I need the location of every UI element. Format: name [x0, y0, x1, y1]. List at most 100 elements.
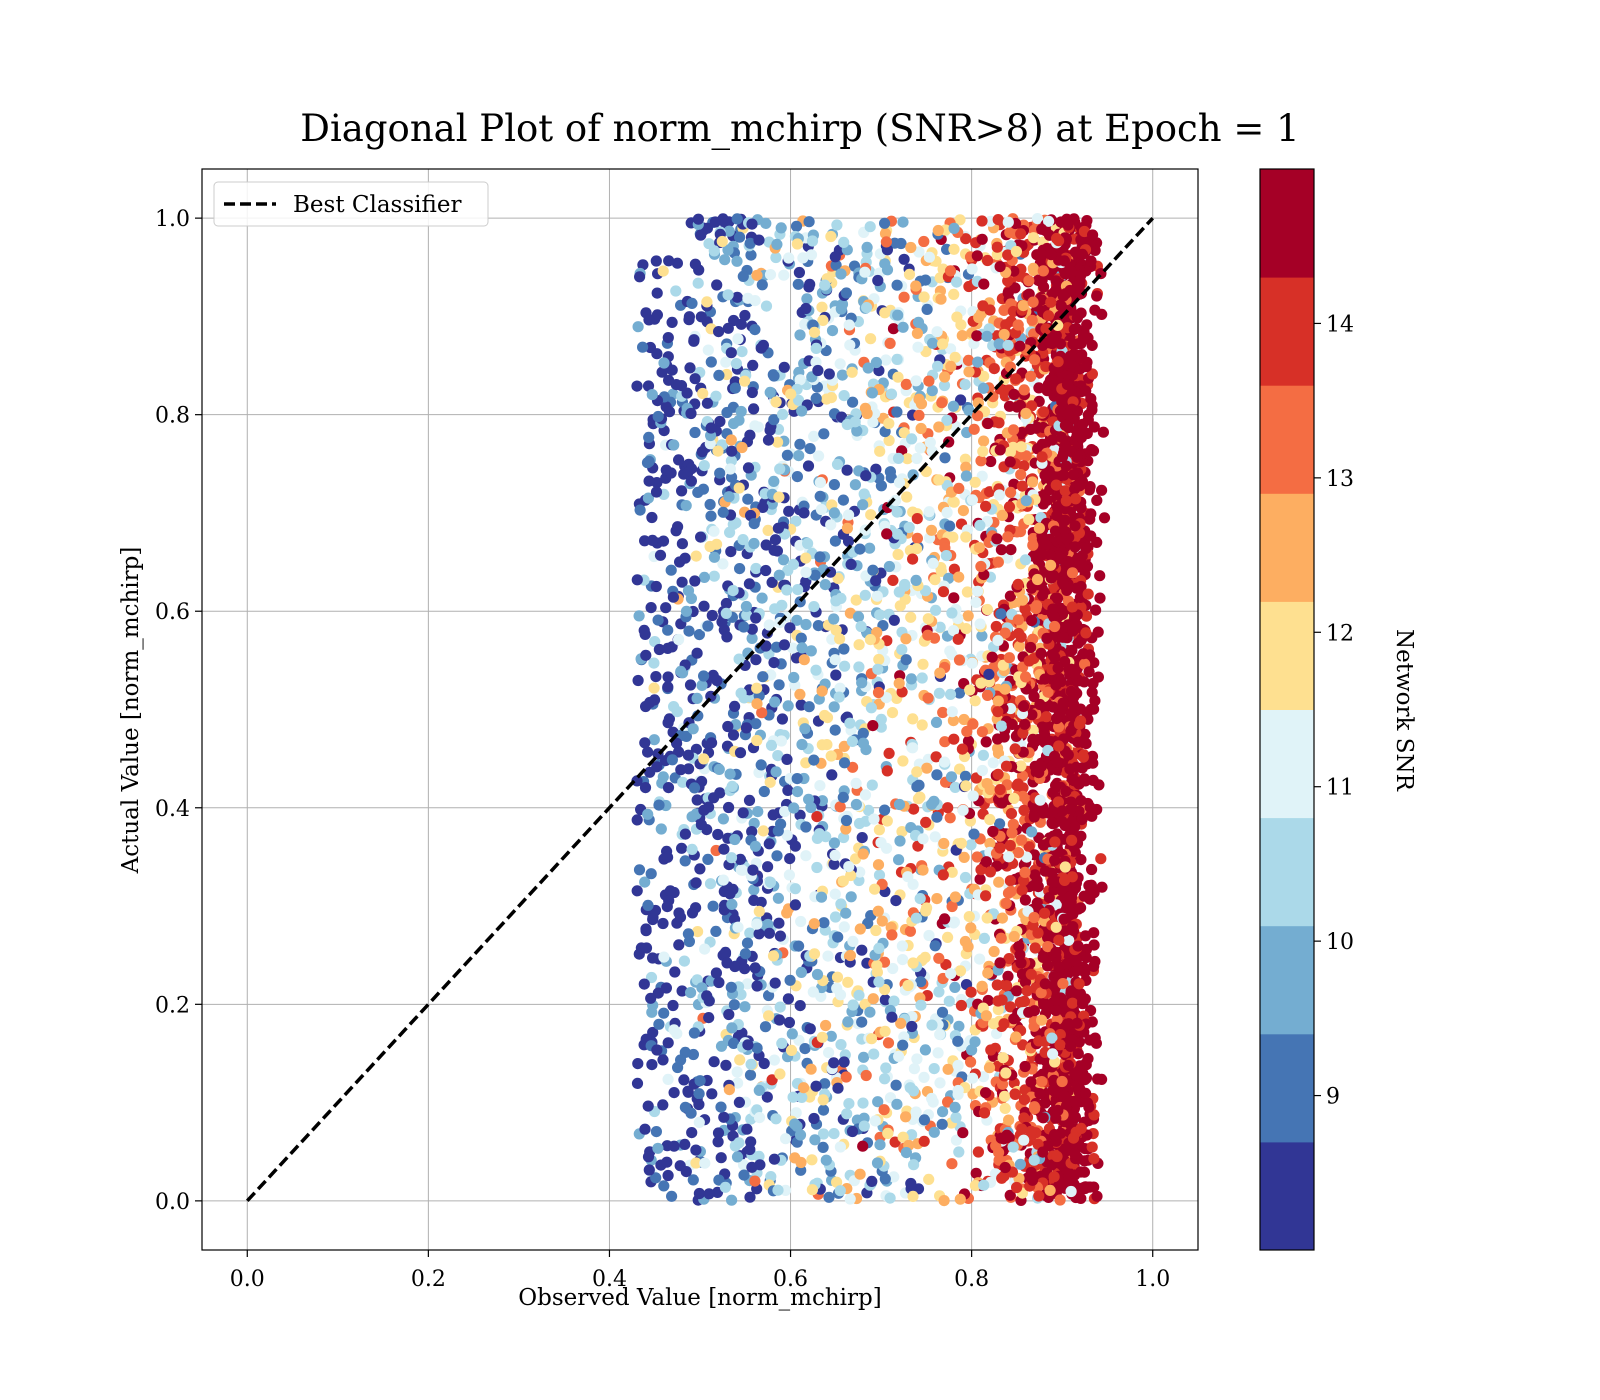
scatter-point [1018, 384, 1030, 396]
scatter-point [964, 684, 976, 696]
scatter-point [669, 966, 681, 978]
scatter-point [988, 945, 1000, 958]
scatter-point [1086, 339, 1098, 351]
scatter-point [770, 1113, 782, 1125]
scatter-point [1062, 219, 1074, 231]
scatter-point [706, 609, 718, 622]
scatter-point [915, 976, 927, 988]
scatter-point [1032, 881, 1044, 893]
scatter-point [1042, 941, 1054, 953]
scatter-point [805, 645, 817, 657]
scatter-point [800, 552, 812, 564]
scatter-point [841, 1108, 853, 1120]
scatter-point [651, 1044, 663, 1056]
scatter-point [685, 987, 697, 999]
scatter-point [949, 781, 961, 794]
scatter-point [872, 274, 884, 287]
scatter-point [903, 268, 916, 280]
scatter-point [965, 986, 977, 998]
scatter-point [931, 811, 943, 823]
scatter-point [731, 291, 743, 303]
scatter-point [874, 1139, 886, 1151]
scatter-point [1018, 460, 1030, 472]
scatter-point [914, 893, 926, 905]
scatter-point [652, 410, 664, 423]
scatter-point [642, 746, 654, 758]
scatter-point [838, 921, 850, 933]
scatter-point [648, 682, 660, 694]
scatter-point [1058, 1090, 1070, 1102]
scatter-point [704, 438, 716, 450]
scatter-point [657, 917, 669, 930]
scatter-point [985, 1044, 997, 1056]
scatter-point [996, 1172, 1008, 1184]
scatter-point [725, 852, 738, 864]
scatter-point [918, 1114, 931, 1126]
scatter-point [868, 1048, 880, 1060]
scatter-point [980, 1010, 993, 1022]
scatter-point [741, 609, 753, 621]
scatter-point [691, 692, 703, 705]
scatter-point [1033, 382, 1045, 394]
scatter-point [1049, 525, 1062, 537]
scatter-point [808, 430, 820, 442]
scatter-point [1055, 300, 1067, 312]
scatter-point [725, 455, 738, 467]
scatter-point [975, 677, 987, 689]
scatter-point [717, 558, 729, 570]
scatter-point [900, 654, 912, 666]
scatter-point [1002, 887, 1015, 899]
scatter-point [1001, 552, 1014, 564]
scatter-point [1084, 513, 1096, 525]
scatter-point [1066, 567, 1079, 579]
scatter-point [707, 900, 719, 912]
scatter-point [844, 949, 857, 962]
scatter-point [874, 445, 886, 457]
scatter-point [1036, 1076, 1048, 1088]
scatter-point [1080, 627, 1092, 639]
scatter-point [894, 600, 906, 612]
scatter-point [650, 580, 662, 593]
scatter-point [879, 983, 891, 996]
scatter-point [646, 1059, 658, 1071]
scatter-point [787, 642, 799, 654]
scatter-point [1013, 940, 1025, 952]
scatter-point [999, 1102, 1011, 1114]
scatter-point [858, 1051, 870, 1063]
scatter-point [960, 623, 972, 635]
scatter-point [847, 935, 859, 948]
scatter-point [798, 1082, 810, 1094]
scatter-point [938, 1195, 950, 1207]
scatter-point [1097, 426, 1109, 438]
scatter-point [775, 222, 787, 234]
scatter-point [1044, 1184, 1056, 1196]
scatter-point [891, 1098, 903, 1110]
scatter-point [1003, 1132, 1015, 1144]
scatter-point [776, 1037, 788, 1049]
scatter-point [725, 546, 737, 558]
scatter-point [772, 892, 785, 904]
scatter-point [651, 348, 663, 360]
scatter-point [834, 682, 846, 694]
scatter-point [697, 387, 709, 400]
scatter-point [748, 884, 760, 896]
scatter-point [883, 747, 895, 760]
scatter-point [1050, 1004, 1062, 1017]
scatter-point [727, 729, 740, 741]
scatter-point [679, 1138, 691, 1150]
scatter-point [642, 492, 655, 504]
scatter-point [737, 807, 749, 819]
scatter-point [639, 782, 652, 794]
scatter-point [823, 368, 835, 380]
scatter-point [706, 1088, 718, 1100]
scatter-point [774, 1068, 786, 1080]
scatter-point [1031, 213, 1044, 225]
scatter-point [1088, 1181, 1100, 1193]
scatter-point [816, 739, 828, 751]
scatter-point [865, 333, 877, 345]
scatter-point [939, 452, 951, 464]
scatter-point [900, 633, 912, 645]
scatter-point [960, 233, 972, 245]
scatter-point [966, 1044, 978, 1056]
scatter-point [892, 371, 904, 383]
